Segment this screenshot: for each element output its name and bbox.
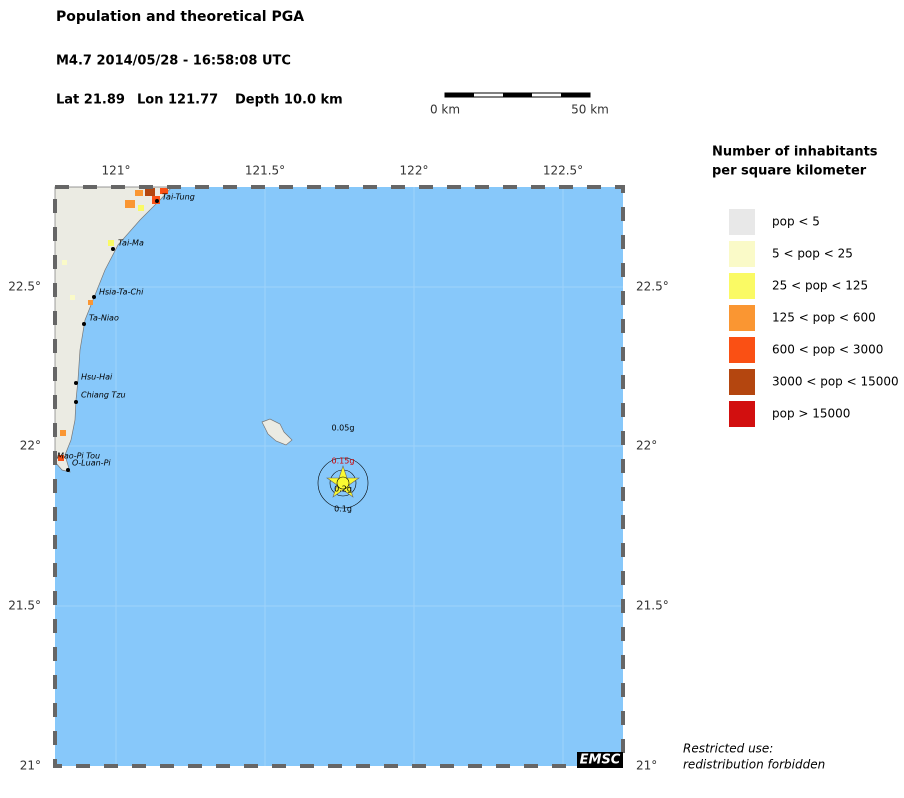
city-dot	[111, 247, 115, 251]
lon-label: 122°	[400, 164, 429, 178]
footer: Restricted use:	[683, 742, 773, 756]
legend-swatch	[729, 369, 755, 395]
footer: redistribution forbidden	[683, 758, 825, 772]
pga-contour	[317, 457, 369, 509]
pop-cell	[58, 455, 64, 461]
lat-label: 22°	[20, 439, 41, 453]
legend-label: pop < 5	[772, 215, 820, 229]
sea	[55, 187, 623, 766]
logo-bg	[577, 752, 623, 768]
pga-contour	[336, 476, 350, 490]
logo: EMSC	[580, 753, 621, 768]
city: Tai-Ma	[118, 239, 144, 248]
lon: Lon 121.77	[137, 93, 218, 108]
city-dot	[155, 199, 159, 203]
island	[261, 418, 293, 446]
pga-label: 0.15g	[332, 457, 355, 466]
city: Hsia-Ta-Chi	[99, 288, 144, 297]
epicenter	[326, 465, 360, 498]
lat-label: 22.5°	[636, 280, 669, 294]
lat-label: 22°	[636, 439, 657, 453]
scale-seg	[445, 93, 474, 97]
city-dot	[82, 322, 86, 326]
pga-label: 0.05g	[332, 424, 355, 433]
lat-label: 22.5°	[8, 280, 41, 294]
pop-cell	[88, 300, 93, 305]
pga-label: 0.1g	[334, 505, 352, 514]
city-dot	[74, 400, 78, 404]
scale-seg	[503, 93, 532, 97]
graticule	[55, 187, 623, 766]
legend-swatch	[729, 273, 755, 299]
legend-swatch	[729, 241, 755, 267]
cities: Tai-Tung Tai-Ma Hsia-Ta-Chi Ta-Niao Hsu-…	[57, 193, 195, 472]
lon-label: 122.5°	[543, 164, 583, 178]
city-dot	[92, 295, 96, 299]
event: M4.7 2014/05/28 - 16:58:08 UTC	[56, 54, 291, 69]
scale-end: 50 km	[571, 103, 609, 117]
city: Ta-Niao	[89, 314, 119, 323]
scale-bar: 0 km 50 km	[430, 92, 609, 117]
pop-cell	[60, 430, 66, 436]
scale-start: 0 km	[430, 103, 460, 117]
legend-label: 600 < pop < 3000	[772, 343, 883, 357]
city: Chiang Tzu	[81, 391, 126, 400]
lat: Lat 21.89	[56, 93, 125, 108]
lat-label: 21.5°	[8, 599, 41, 613]
frame	[53, 185, 625, 768]
legend-label: 5 < pop < 25	[772, 247, 853, 261]
pop-cell	[108, 240, 114, 246]
pop-cell	[62, 260, 67, 265]
legend-swatch	[729, 337, 755, 363]
pga: 0.05g 0.15g 0.2g 0.1g	[317, 424, 369, 514]
pop-cell	[138, 205, 144, 211]
pop-cell	[160, 188, 168, 194]
city-dot	[66, 468, 70, 472]
legend-swatch	[729, 401, 755, 427]
lat-label: 21°	[20, 759, 41, 773]
lon-label: 121.5°	[245, 164, 285, 178]
lat-label: 21°	[636, 759, 657, 773]
map: Tai-Tung Tai-Ma Hsia-Ta-Chi Ta-Niao Hsu-…	[8, 164, 668, 773]
city: O-Luan-Pi	[72, 459, 111, 468]
title: Population and theoretical PGA	[56, 9, 304, 25]
scale-seg	[561, 93, 590, 97]
legend-label: 3000 < pop < 15000	[772, 375, 899, 389]
city: Tai-Tung	[162, 193, 195, 202]
city-dot	[74, 381, 78, 385]
legend-label: 25 < pop < 125	[772, 279, 868, 293]
pop-cell	[135, 190, 143, 196]
city: Mao-Pi Tou	[57, 452, 100, 461]
pga-label: 0.2g	[334, 485, 352, 494]
legend-title: Number of inhabitants	[712, 145, 878, 160]
pop-cell	[145, 188, 155, 196]
legend-label: 125 < pop < 600	[772, 311, 876, 325]
lat-label: 21.5°	[636, 599, 669, 613]
depth: Depth 10.0 km	[235, 93, 343, 108]
pop-cell	[125, 200, 135, 208]
legend-label: pop > 15000	[772, 407, 850, 421]
pop-cell	[70, 295, 75, 300]
legend: Number of inhabitants per square kilomet…	[712, 145, 899, 427]
legend-swatch	[729, 305, 755, 331]
lon-label: 121°	[102, 164, 131, 178]
city: Hsu-Hai	[81, 373, 113, 382]
legend-swatch	[729, 209, 755, 235]
legend-title: per square kilometer	[712, 164, 867, 179]
